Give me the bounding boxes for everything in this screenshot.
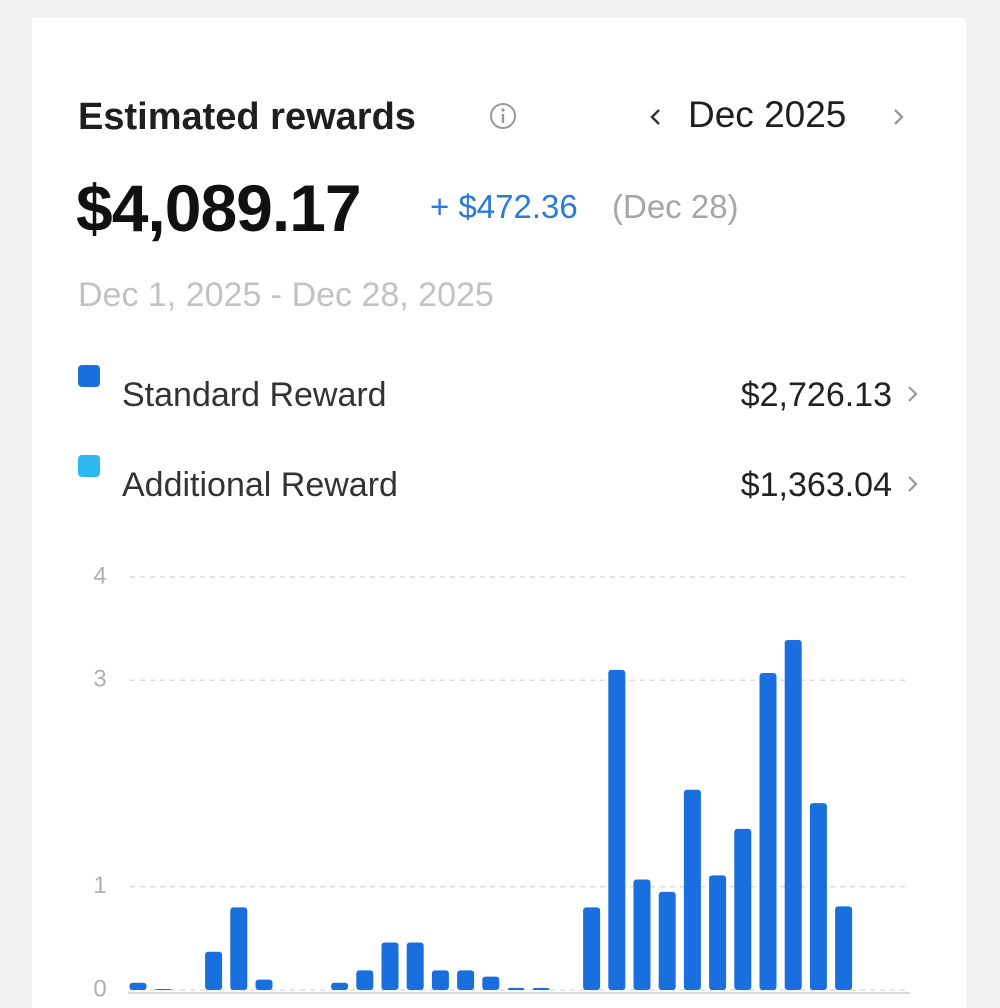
y-tick-label: 1 bbox=[93, 872, 106, 899]
change-amount: + $472.36 bbox=[430, 188, 578, 225]
change-date: (Dec 28) bbox=[612, 188, 739, 225]
next-month[interactable] bbox=[890, 106, 906, 128]
legend-swatch bbox=[78, 365, 100, 387]
bar bbox=[608, 669, 626, 990]
legend-swatch bbox=[78, 455, 100, 477]
bar bbox=[507, 987, 525, 990]
bar bbox=[356, 970, 374, 990]
info-icon[interactable] bbox=[488, 101, 518, 131]
legend-name: Standard Reward bbox=[122, 376, 387, 414]
chevron[interactable] bbox=[904, 473, 920, 495]
bar bbox=[457, 970, 475, 990]
bar bbox=[154, 988, 172, 990]
bar bbox=[205, 951, 223, 990]
y-tick-label: 4 bbox=[93, 562, 106, 589]
bar bbox=[381, 942, 399, 990]
bar bbox=[709, 875, 727, 990]
date-range: Dec 1, 2025 - Dec 28, 2025 bbox=[78, 276, 494, 314]
bar bbox=[583, 907, 601, 990]
legend-amount[interactable]: $1,363.04 bbox=[740, 466, 892, 504]
bar bbox=[784, 639, 802, 990]
bar bbox=[734, 828, 752, 990]
total-amount: $4,089.17 bbox=[76, 171, 362, 245]
bar bbox=[482, 976, 500, 990]
bar bbox=[331, 982, 349, 990]
bar bbox=[759, 673, 777, 990]
bar bbox=[658, 891, 676, 990]
title: Estimated rewards bbox=[78, 96, 416, 138]
bar bbox=[431, 970, 449, 990]
bar bbox=[532, 987, 550, 990]
bar bbox=[809, 803, 827, 990]
month: Dec 2025 bbox=[688, 94, 847, 135]
prev-month[interactable] bbox=[648, 106, 664, 128]
rewards-card: Estimated rewards Dec 2025 $4,089.17 + $… bbox=[32, 18, 966, 1008]
y-tick-label: 3 bbox=[93, 666, 106, 693]
bar bbox=[230, 907, 248, 990]
bar bbox=[406, 942, 424, 990]
legend-amount[interactable]: $2,726.13 bbox=[740, 376, 892, 414]
bar bbox=[129, 982, 147, 990]
bar bbox=[683, 789, 701, 990]
bar bbox=[255, 979, 273, 990]
bar bbox=[835, 906, 853, 990]
legend-name: Additional Reward bbox=[122, 466, 398, 504]
chevron[interactable] bbox=[904, 383, 920, 405]
bar bbox=[633, 879, 651, 990]
y-tick-label: 0 bbox=[93, 975, 106, 1000]
